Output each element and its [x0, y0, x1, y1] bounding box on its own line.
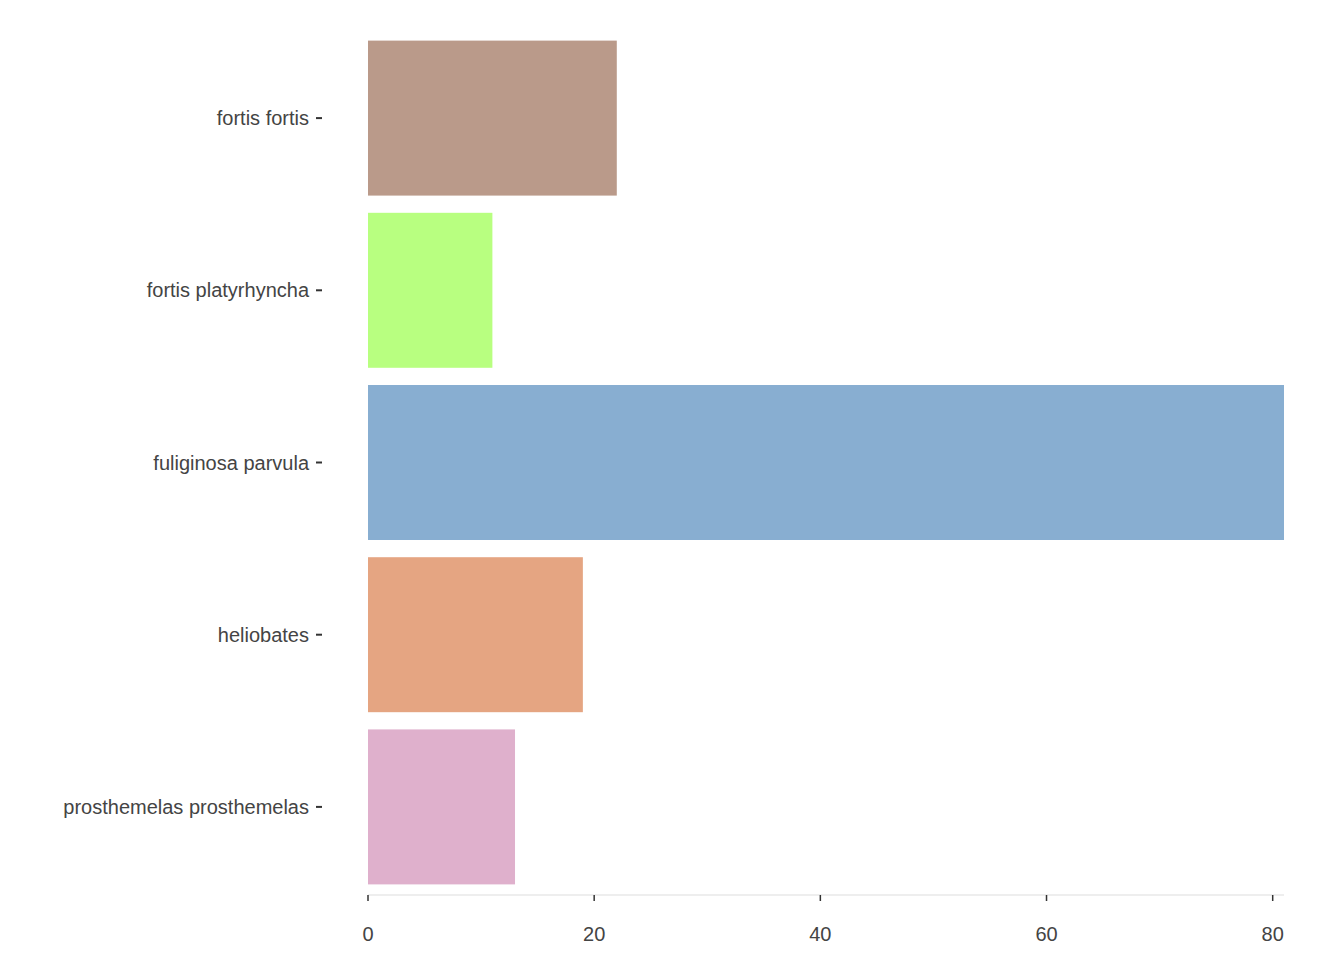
x-axis-line — [368, 895, 1284, 896]
y-tick-label: fortis fortis — [217, 107, 309, 129]
x-tick — [593, 895, 595, 901]
x-tick — [367, 895, 369, 901]
x-tick-label: 0 — [362, 923, 373, 945]
y-tick — [316, 117, 322, 119]
bar — [368, 385, 1284, 540]
x-tick — [820, 895, 822, 901]
y-tick — [316, 462, 322, 464]
y-tick-label: prosthemelas prosthemelas — [63, 796, 309, 818]
x-tick-label: 20 — [583, 923, 605, 945]
bar — [368, 41, 617, 196]
bar — [368, 213, 492, 368]
y-tick-label: heliobates — [218, 624, 309, 646]
y-tick-label: fortis platyrhyncha — [147, 279, 310, 301]
y-tick-label: fuliginosa parvula — [153, 452, 310, 474]
x-tick-label: 60 — [1035, 923, 1057, 945]
bar — [368, 557, 583, 712]
bar — [368, 729, 515, 884]
y-tick — [316, 634, 322, 636]
x-tick — [1046, 895, 1048, 901]
x-tick-label: 80 — [1262, 923, 1284, 945]
x-tick-label: 40 — [809, 923, 831, 945]
x-tick — [1272, 895, 1274, 901]
y-tick — [316, 289, 322, 291]
chart: 0 20 40 60 80 fortis fortis fortis platyrhynch… — [0, 0, 1344, 960]
y-tick — [316, 806, 322, 808]
